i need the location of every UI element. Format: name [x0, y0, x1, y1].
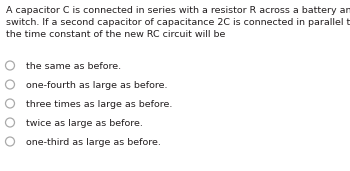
Text: twice as large as before.: twice as large as before.	[26, 119, 143, 128]
Text: the time constant of the new RC circuit will be: the time constant of the new RC circuit …	[6, 30, 225, 39]
Text: A capacitor C is connected in series with a resistor R across a battery and an o: A capacitor C is connected in series wit…	[6, 6, 350, 15]
Text: three times as large as before.: three times as large as before.	[26, 100, 172, 109]
Text: one-third as large as before.: one-third as large as before.	[26, 138, 161, 147]
Text: one-fourth as large as before.: one-fourth as large as before.	[26, 81, 168, 90]
Text: switch. If a second capacitor of capacitance 2C is connected in parallel to the : switch. If a second capacitor of capacit…	[6, 18, 350, 27]
Text: the same as before.: the same as before.	[26, 62, 121, 71]
